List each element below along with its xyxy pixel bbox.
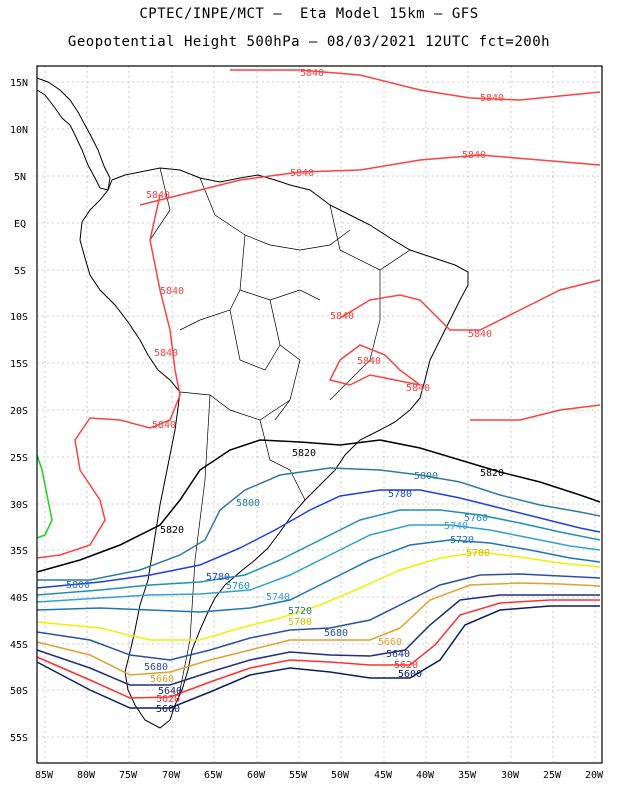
contour-labels: 5840 5840 5840 5840 5840 5840 5840 5840 … xyxy=(66,68,504,715)
label-5800: 5800 xyxy=(236,498,260,509)
contour-5840-east xyxy=(339,279,601,331)
lon-label: 60W xyxy=(247,770,266,781)
south-america-coast xyxy=(79,167,469,729)
label-5840: 5840 xyxy=(357,356,381,367)
lon-label: 80W xyxy=(77,770,96,781)
label-5780: 5780 xyxy=(206,572,230,583)
lat-label: 40S xyxy=(10,593,28,604)
lat-label: 55S xyxy=(10,733,28,744)
contour-5840-se xyxy=(470,404,601,421)
lon-axis: 85W 80W 75W 70W 65W 60W 55W 50W 45W 40W … xyxy=(35,770,604,781)
label-5760: 5760 xyxy=(464,513,488,524)
label-5660: 5660 xyxy=(378,637,402,648)
lat-label: 20S xyxy=(10,406,28,417)
label-5840: 5840 xyxy=(468,329,492,340)
lat-label: 30S xyxy=(10,500,28,511)
contour-5840-north xyxy=(230,69,601,101)
label-5840: 5840 xyxy=(146,190,170,201)
label-5720: 5720 xyxy=(450,535,474,546)
contour-5600 xyxy=(36,605,600,709)
label-5700: 5700 xyxy=(466,548,490,559)
label-5840: 5840 xyxy=(300,68,324,79)
lon-label: 75W xyxy=(119,770,138,781)
contour-5720 xyxy=(36,539,601,613)
label-5840: 5840 xyxy=(330,311,354,322)
lat-axis: 15N 10N 5N EQ 5S 10S 15S 20S 25S 30S 35S… xyxy=(10,78,28,744)
lon-label: 30W xyxy=(501,770,520,781)
label-5820: 5820 xyxy=(480,468,504,479)
label-5760: 5760 xyxy=(226,581,250,592)
lat-label: 45S xyxy=(10,640,28,651)
contour-5740 xyxy=(36,524,601,603)
label-5740: 5740 xyxy=(444,521,468,532)
lat-label: EQ xyxy=(14,219,26,230)
label-5840: 5840 xyxy=(160,286,184,297)
lon-label: 35W xyxy=(458,770,477,781)
label-5840: 5840 xyxy=(480,93,504,104)
label-5840: 5840 xyxy=(152,420,176,431)
map-title: CPTEC/INPE/MCT – Eta Model 15km – GFS xyxy=(139,6,479,22)
lon-label: 85W xyxy=(35,770,54,781)
lon-label: 70W xyxy=(162,770,181,781)
lon-label: 25W xyxy=(543,770,562,781)
label-5620: 5620 xyxy=(394,660,418,671)
contour-green xyxy=(36,454,53,539)
contour-5680 xyxy=(36,573,601,661)
country-borders xyxy=(149,167,411,701)
contours xyxy=(36,69,601,709)
lat-lon-grid xyxy=(37,66,600,762)
contour-5620 xyxy=(36,599,600,699)
lat-label: 5N xyxy=(14,172,26,183)
contour-5780 xyxy=(36,489,601,589)
lat-label: 10S xyxy=(10,312,28,323)
lat-label: 10N xyxy=(10,125,28,136)
label-5840: 5840 xyxy=(290,168,314,179)
label-5600: 5600 xyxy=(156,704,180,715)
label-5780: 5780 xyxy=(388,489,412,500)
label-5660: 5660 xyxy=(150,674,174,685)
label-5640: 5640 xyxy=(158,686,182,697)
label-5600: 5600 xyxy=(398,669,422,680)
lat-label: 25S xyxy=(10,453,28,464)
lat-label: 50S xyxy=(10,686,28,697)
label-5840: 5840 xyxy=(462,150,486,161)
label-5800: 5800 xyxy=(414,471,438,482)
coastlines xyxy=(36,77,469,729)
lat-label: 15S xyxy=(10,359,28,370)
label-5620: 5620 xyxy=(156,694,180,705)
lon-label: 45W xyxy=(374,770,393,781)
label-5640: 5640 xyxy=(386,649,410,660)
label-5840: 5840 xyxy=(154,348,178,359)
lon-label: 40W xyxy=(416,770,435,781)
label-5700: 5700 xyxy=(288,617,312,628)
central-america-coast xyxy=(36,77,111,191)
lon-label: 20W xyxy=(585,770,604,781)
contour-5640 xyxy=(36,594,600,686)
label-5840: 5840 xyxy=(406,383,430,394)
contour-5760 xyxy=(36,509,601,596)
contour-5660 xyxy=(36,582,601,676)
lat-label: 5S xyxy=(14,266,26,277)
contour-5840-west xyxy=(36,194,181,559)
lon-label: 50W xyxy=(331,770,350,781)
contour-5840-mid xyxy=(139,154,601,206)
contour-5840-blob xyxy=(328,344,421,386)
label-5680: 5680 xyxy=(144,662,168,673)
label-5820: 5820 xyxy=(292,448,316,459)
map-subtitle: Geopotential Height 500hPa – 08/03/2021 … xyxy=(67,34,551,50)
lon-label: 55W xyxy=(289,770,308,781)
lon-label: 65W xyxy=(204,770,223,781)
label-5820: 5820 xyxy=(160,525,184,536)
map-frame xyxy=(36,65,603,764)
lat-label: 15N xyxy=(10,78,28,89)
label-5740: 5740 xyxy=(266,592,290,603)
label-5800: 5800 xyxy=(66,580,90,591)
label-5680: 5680 xyxy=(324,628,348,639)
contour-5820 xyxy=(36,439,601,573)
contour-5800 xyxy=(37,467,601,581)
contour-5700 xyxy=(36,551,601,641)
lat-label: 35S xyxy=(10,546,28,557)
label-5720: 5720 xyxy=(288,606,312,617)
